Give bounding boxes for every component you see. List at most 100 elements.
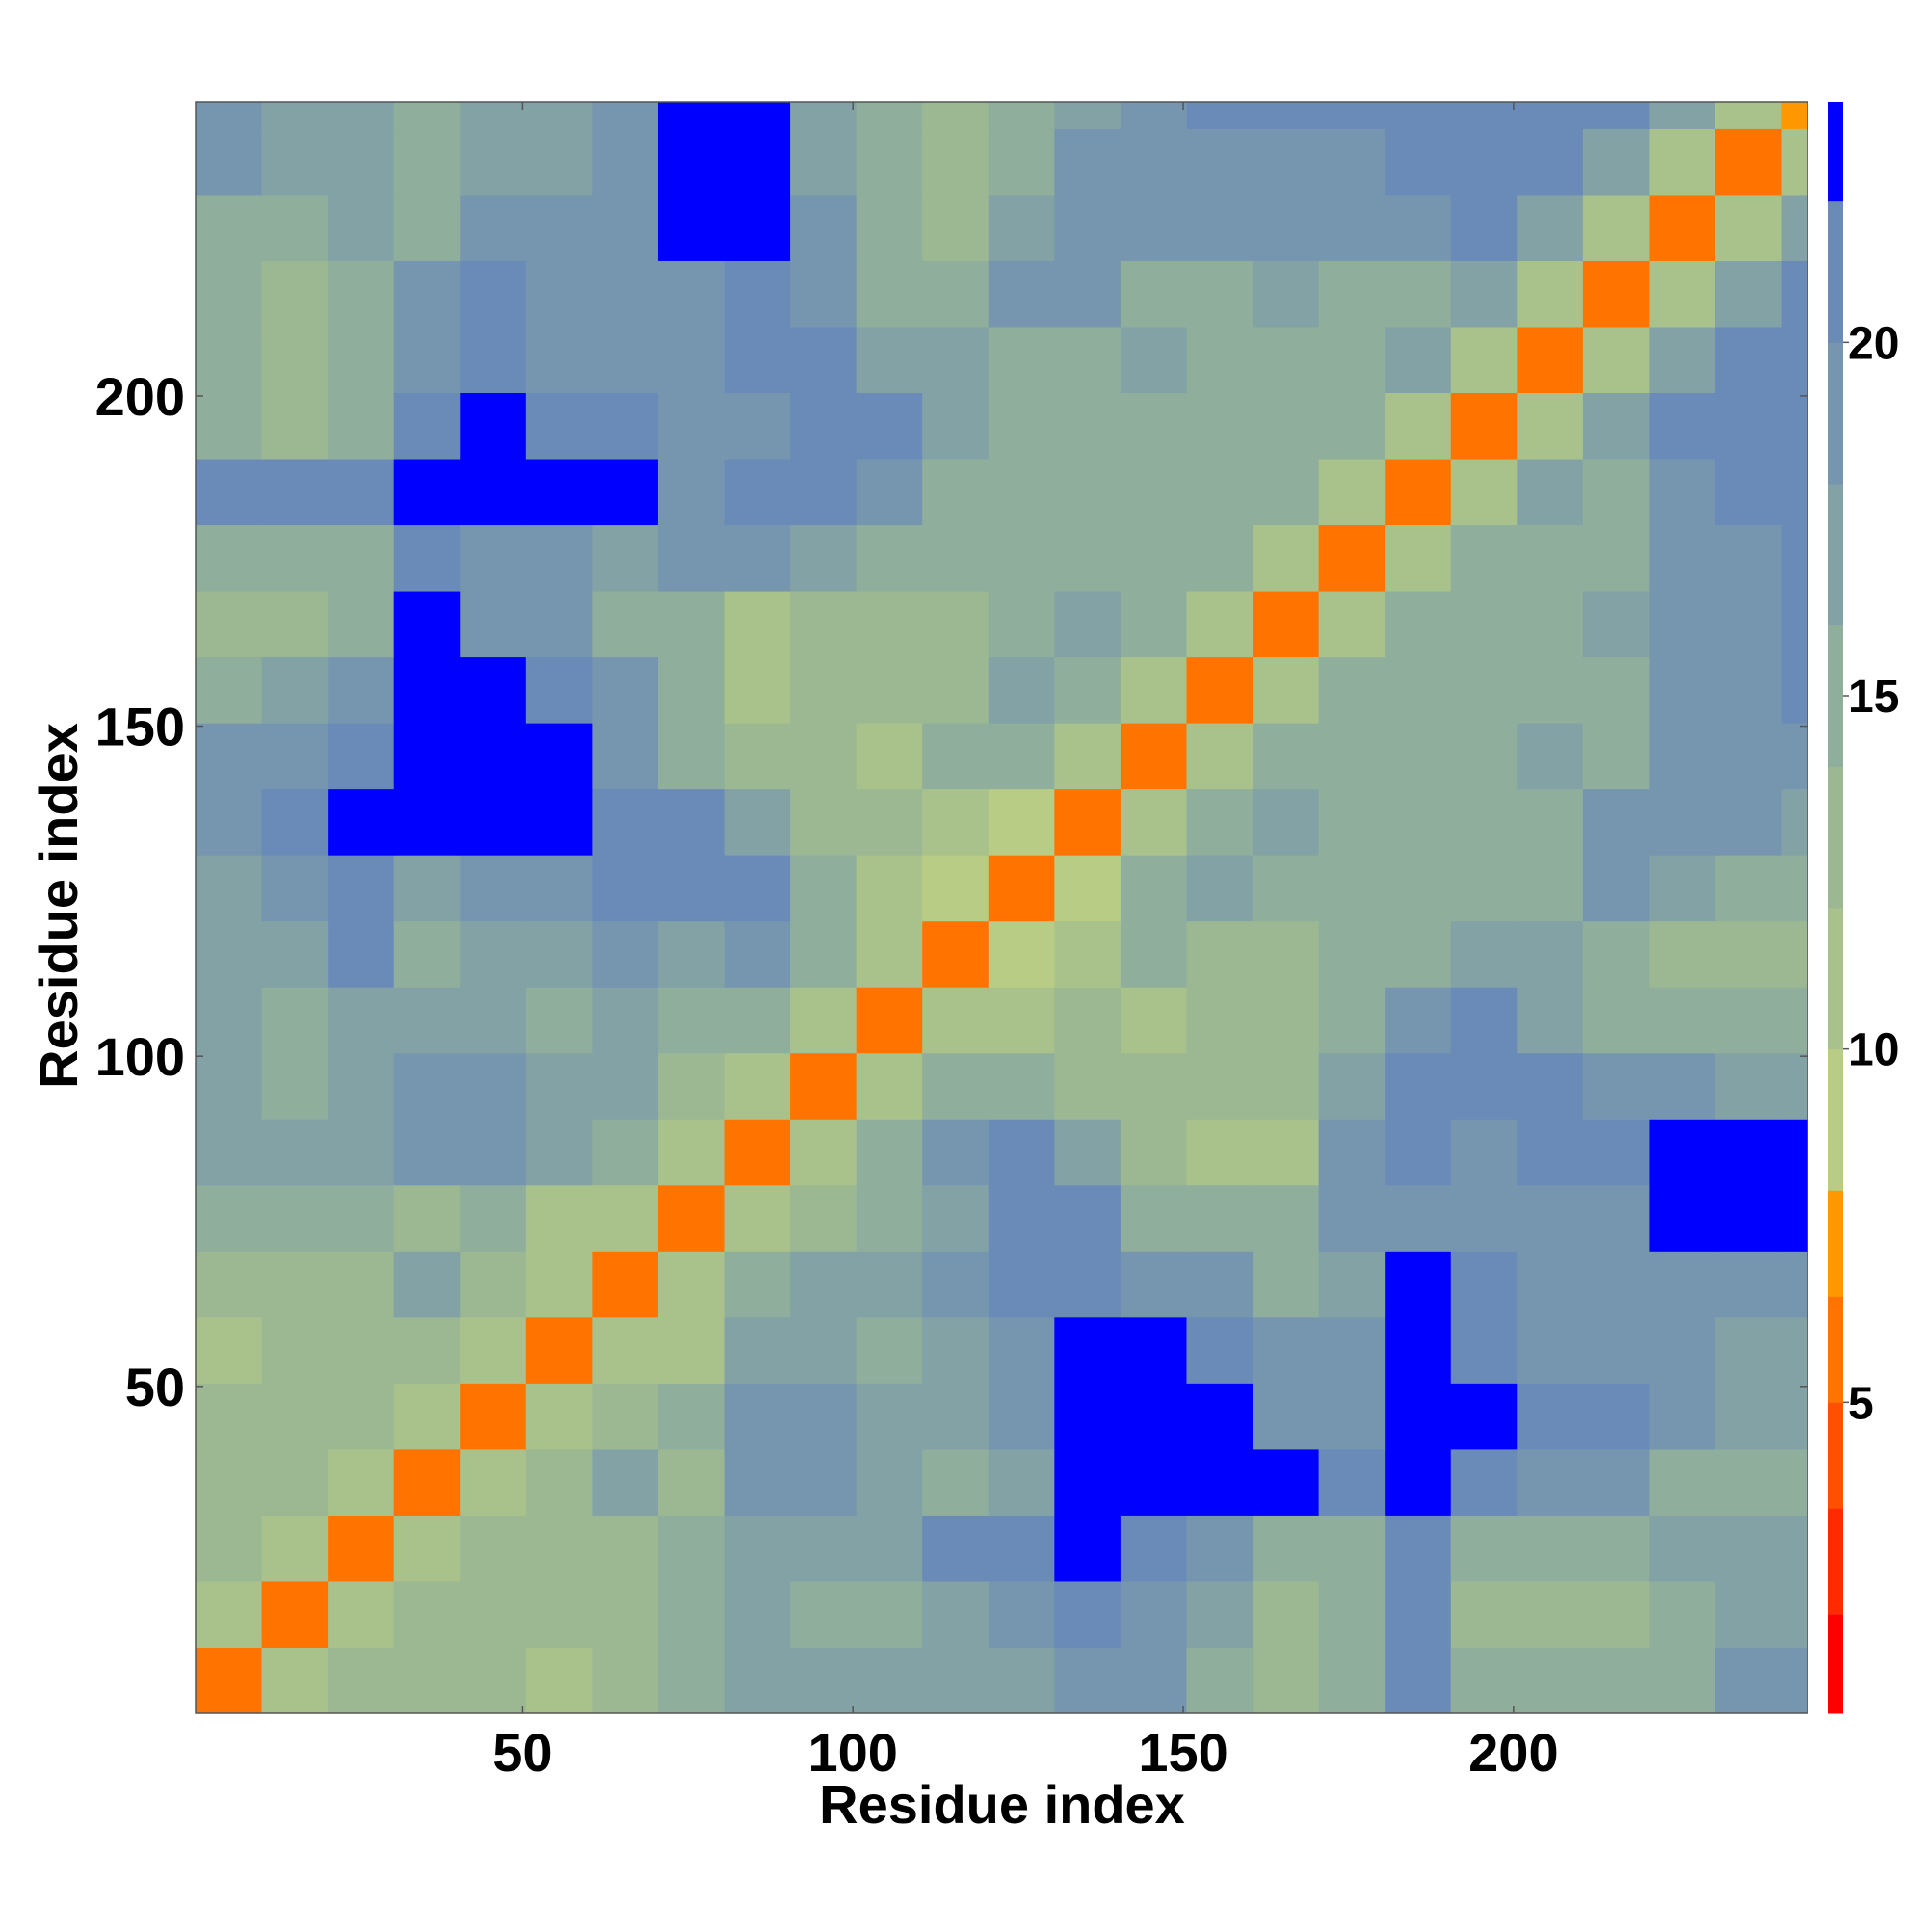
heatmap-cell (657, 591, 726, 658)
heatmap-cell (1253, 459, 1320, 526)
heatmap-cell (1318, 1515, 1386, 1582)
heatmap-cell (261, 1647, 329, 1714)
heatmap-cell (1385, 392, 1452, 460)
heatmap-cell (1318, 260, 1386, 328)
heatmap-cell (988, 723, 1055, 790)
heatmap-cell (724, 1052, 791, 1120)
heatmap-cell (1186, 855, 1254, 922)
heatmap-cell (790, 524, 858, 592)
heatmap-cell (922, 1251, 990, 1318)
heatmap-cell (1450, 987, 1518, 1054)
heatmap-cell (657, 1580, 726, 1648)
heatmap-cell (196, 128, 263, 196)
heatmap-cell (1186, 260, 1254, 328)
heatmap-cell (196, 1316, 263, 1384)
heatmap-cell (856, 1251, 923, 1318)
heatmap-cell (261, 1052, 329, 1120)
heatmap-cell (1253, 1448, 1320, 1516)
heatmap-cell (1582, 1052, 1650, 1120)
heatmap-cell (1120, 591, 1187, 658)
heatmap-cell (328, 102, 395, 129)
heatmap-cell (1582, 102, 1650, 129)
heatmap-cell (1186, 656, 1254, 724)
heatmap-cell (460, 260, 527, 328)
heatmap-cell (525, 591, 593, 658)
heatmap-cell (1318, 855, 1386, 922)
x-tick-label: 100 (808, 1722, 898, 1783)
heatmap-cell (261, 1580, 329, 1648)
heatmap-cell (988, 1383, 1055, 1450)
heatmap-cell (196, 1448, 263, 1516)
heatmap-cell (261, 1184, 329, 1252)
heatmap-cell (460, 392, 527, 460)
heatmap-cell (1054, 723, 1122, 790)
heatmap-cell (1517, 260, 1584, 328)
heatmap-cell (592, 1184, 659, 1252)
heatmap-cell (328, 459, 395, 526)
heatmap-cell (1517, 1251, 1584, 1318)
heatmap-cell (1582, 1580, 1650, 1648)
heatmap-cell (1253, 260, 1320, 328)
heatmap-cell (1253, 1383, 1320, 1450)
heatmap-cell (1186, 1184, 1254, 1252)
heatmap-cell (1253, 1184, 1320, 1252)
heatmap-cell (592, 1383, 659, 1450)
heatmap-cell (393, 1580, 461, 1648)
heatmap-cell (328, 788, 395, 856)
heatmap-cell (1054, 102, 1122, 129)
heatmap-cell (922, 987, 990, 1054)
heatmap-cell (1120, 392, 1187, 460)
heatmap-cell (393, 524, 461, 592)
heatmap-cell (1649, 1515, 1716, 1582)
heatmap-cell (988, 987, 1055, 1054)
heatmap-cell (922, 1052, 990, 1120)
heatmap-cell (1318, 656, 1386, 724)
heatmap-cell (1517, 102, 1584, 129)
colorbar-band (1828, 1190, 1843, 1297)
x-tick-label: 150 (1138, 1722, 1227, 1783)
heatmap-cell (724, 459, 791, 526)
heatmap-cell (525, 1251, 593, 1318)
heatmap-cell (1649, 524, 1716, 592)
heatmap-cell (1715, 392, 1782, 460)
heatmap-cell (988, 1316, 1055, 1384)
heatmap-cell (922, 1383, 990, 1450)
heatmap-cell (460, 524, 527, 592)
heatmap-cell (1120, 326, 1187, 394)
heatmap-cell (196, 1184, 263, 1252)
heatmap-cell (1253, 1580, 1320, 1648)
heatmap-cell (1582, 260, 1650, 328)
heatmap-cell (922, 194, 990, 261)
heatmap-cell (1781, 1515, 1808, 1582)
heatmap-cell (1385, 1515, 1452, 1582)
heatmap-cell (988, 1580, 1055, 1648)
heatmap-cell (657, 1184, 726, 1252)
heatmap-cell (922, 920, 990, 988)
heatmap-cell (1186, 987, 1254, 1054)
heatmap-cell (1517, 855, 1584, 922)
colorbar-band (1828, 1508, 1843, 1615)
heatmap-cell (922, 788, 990, 856)
heatmap-cell (1715, 1647, 1782, 1714)
heatmap-cell (1450, 194, 1518, 261)
heatmap-cell (1715, 1184, 1782, 1252)
heatmap-cell (393, 987, 461, 1054)
heatmap-cell (1517, 1580, 1584, 1648)
heatmap-cell (1582, 855, 1650, 922)
heatmap-cell (592, 128, 659, 196)
heatmap-cell (328, 260, 395, 328)
heatmap-cell (1649, 326, 1716, 394)
heatmap-cell (1582, 326, 1650, 394)
heatmap-cell (1715, 260, 1782, 328)
heatmap-cell (261, 920, 329, 988)
heatmap-cell (856, 591, 923, 658)
heatmap-cell (856, 1052, 923, 1120)
colorbar-band (1828, 624, 1843, 767)
y-tick-label: 150 (95, 697, 185, 757)
heatmap-cell (1517, 128, 1584, 196)
heatmap-cell (196, 102, 263, 129)
heatmap-cell (1517, 1119, 1584, 1186)
heatmap-cell (1318, 1119, 1386, 1186)
heatmap-cell (1253, 1251, 1320, 1318)
